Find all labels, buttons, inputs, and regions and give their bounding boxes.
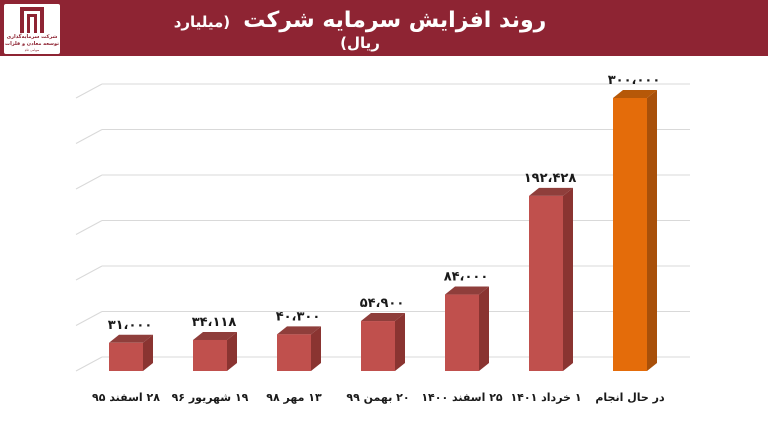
bar [445,294,479,371]
logo-text-line1: شرکت سرمایه‌گذاری [6,34,58,40]
x-tick-label: در حال انجام [595,391,665,404]
chart-title-unit: (میلیارد ریال) [173,13,380,52]
bar-side [479,286,489,371]
data-label: ۳۰۰،۰۰۰ [608,73,661,88]
x-tick-label: ۲۵ اسفند ۱۴۰۰ [421,391,503,404]
header-banner: شرکت سرمایه‌گذاری توسعه معادن و فلزات سه… [0,0,768,56]
data-label: ۳۱،۰۰۰ [108,318,153,333]
bar-side [227,331,237,371]
gridline-perspective [75,311,103,326]
x-tick-label: ۱۳ مهر ۹۸ [266,391,322,404]
bar [613,98,647,371]
bar-side [647,90,657,371]
bar [361,321,395,371]
bar [109,342,143,371]
gridline-perspective [75,356,103,372]
bar-top [361,313,405,322]
bar-side [395,313,405,371]
chart-title-main: روند افزایش سرمایه شرکت [243,8,547,33]
bar-top [529,187,573,196]
bar-top [193,331,237,340]
logo-text-line3: سهامی عام [24,48,40,52]
gridline-perspective [75,83,103,99]
logo-text-line2: توسعه معادن و فلزات [5,41,59,47]
x-tick-label: ۲۸ اسفند ۹۵ [92,391,160,404]
bar [529,195,563,371]
gridline-perspective [75,220,103,235]
chart-title: روند افزایش سرمایه شرکت (میلیارد ریال) [160,8,560,52]
bar-side [311,326,321,371]
bar-top [109,334,153,343]
bar [277,334,311,371]
bar-side [143,334,153,371]
bar-side [563,187,573,371]
data-label: ۵۴،۹۰۰ [360,296,405,311]
gridline-perspective [75,174,103,190]
data-label: ۴۰،۳۰۰ [276,309,321,324]
data-label: ۱۹۲،۴۲۸ [524,171,577,186]
data-label: ۸۴،۰۰۰ [444,270,489,285]
x-tick-label: ۲۰ بهمن ۹۹ [346,391,409,404]
bar [193,339,227,371]
bar-top [445,286,489,295]
x-tick-label: ۱۹ شهریور ۹۶ [172,391,249,404]
bar-chart: ۳۱،۰۰۰ ۲۸ اسفند ۹۵ ۳۴،۱۱۸ ۱۹ شهریور ۹۶ ۴۰،۳۰… [75,73,690,404]
building-logo-icon [20,7,44,33]
x-tick-label: ۱ خرداد ۱۴۰۱ [510,391,581,404]
data-label: ۳۴،۱۱۸ [192,315,237,330]
gridline-perspective [75,265,103,281]
gridline-perspective [75,129,103,144]
bar-top [277,326,321,335]
bar-top [613,90,657,98]
company-logo: شرکت سرمایه‌گذاری توسعه معادن و فلزات سه… [4,4,60,54]
